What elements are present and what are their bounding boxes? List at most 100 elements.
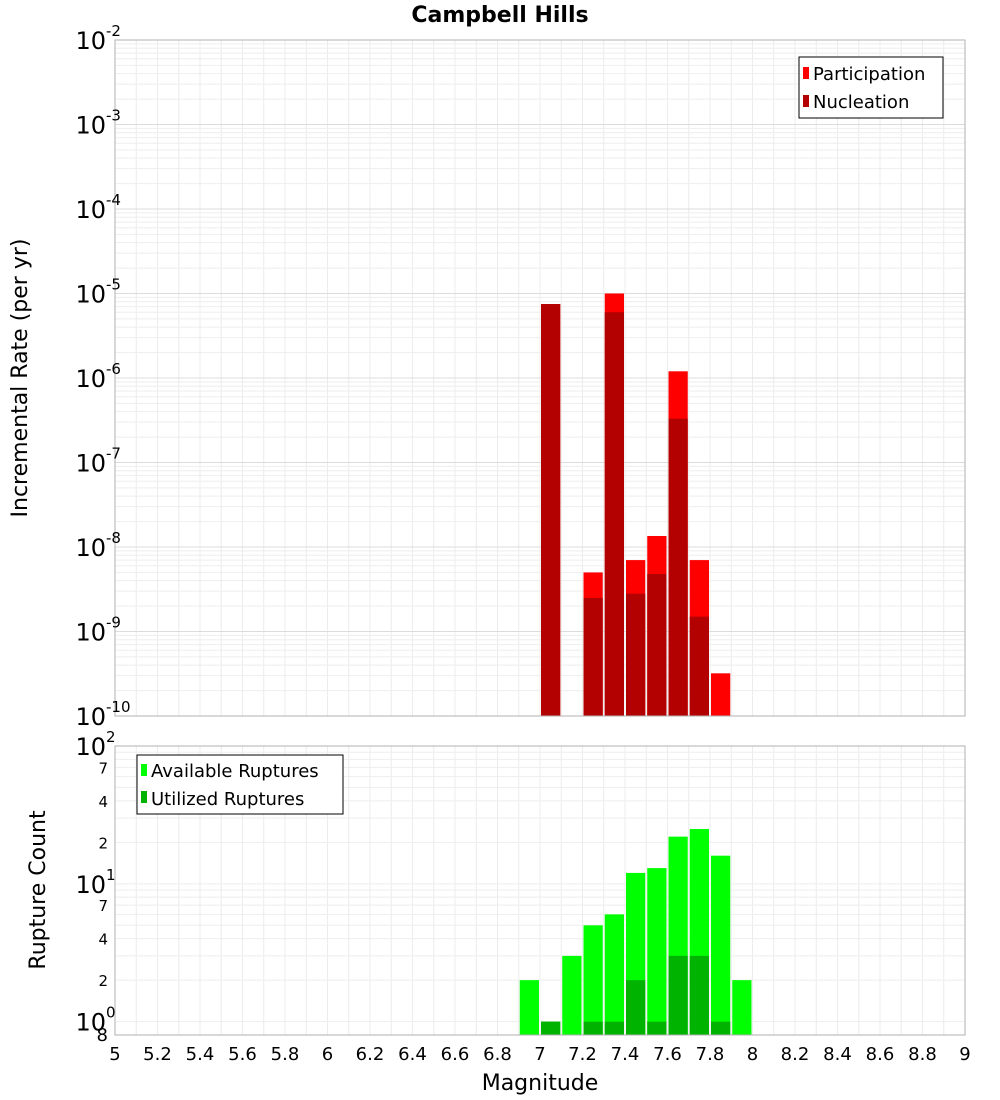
x-tick-label: 6.6 [441, 1044, 470, 1065]
participation-swatch [803, 67, 809, 79]
top-y-tick-exponent: -4 [106, 191, 121, 209]
top-y-tick-exponent: -5 [106, 276, 121, 294]
top-y-tick-base: 10 [75, 534, 106, 562]
legend-utilized-ruptures: Utilized Ruptures [151, 789, 304, 810]
top-y-tick-exponent: -10 [106, 698, 131, 716]
bottom-y-minor-tick-label: 8 [97, 1025, 108, 1046]
x-tick-label: 7.4 [611, 1044, 640, 1065]
top-y-axis-title: Incremental Rate (per yr) [8, 239, 33, 518]
utilized-ruptures-bar [711, 1021, 731, 1035]
nucleation-bar [626, 593, 646, 716]
x-tick-labels: 5 5.2 5.4 5.6 5.8 6 6.2 6.4 6.6 6.8 7 7.2 7.4 7.6 7.8 8… [109, 1044, 970, 1065]
available-ruptures-bar [519, 980, 539, 1035]
top-y-tick-base: 10 [75, 27, 106, 55]
utilized-ruptures-bar [626, 980, 646, 1035]
x-axis-title: Magnitude [482, 1071, 599, 1096]
x-tick-label: 6.2 [356, 1044, 385, 1065]
legend-participation: Participation [813, 64, 925, 85]
available-swatch [141, 764, 147, 776]
utilized-ruptures-bar [541, 1021, 561, 1035]
bottom-y-minor-tick-label: 2 [98, 972, 108, 990]
x-tick-label: 8.6 [866, 1044, 895, 1065]
available-ruptures-bar [583, 925, 603, 1035]
bottom-legend: Available Ruptures Utilized Ruptures [136, 754, 344, 815]
bottom-y-minor-tick-label: 7 [98, 759, 108, 777]
bottom-y-minor-tick-label: 4 [98, 931, 108, 949]
top-y-tick-exponent: -8 [106, 529, 121, 547]
top-bars [541, 293, 731, 716]
legend-nucleation: Nucleation [813, 92, 909, 113]
bottom-y-tick-base: 10 [75, 1009, 106, 1037]
x-tick-label: 7.2 [568, 1044, 597, 1065]
participation-bar [711, 673, 731, 716]
top-y-tick-base: 10 [75, 365, 106, 393]
top-grid [114, 40, 966, 717]
x-tick-label: 5.2 [143, 1044, 172, 1065]
bottom-y-tick-base: 10 [75, 871, 106, 899]
top-y-tick-exponent: -2 [106, 22, 121, 40]
utilized-swatch [141, 791, 147, 803]
utilized-ruptures-bar [668, 955, 688, 1035]
utilized-ruptures-bar [583, 1021, 603, 1035]
x-tick-label: 5 [109, 1044, 120, 1065]
nucleation-bar [647, 573, 667, 716]
available-ruptures-bar [711, 855, 731, 1035]
bottom-y-tick-base: 10 [75, 733, 106, 761]
bottom-legend-box [136, 754, 344, 815]
bottom-y-axis-title: Rupture Count [26, 810, 51, 970]
x-tick-label: 9 [959, 1044, 970, 1065]
x-tick-label: 7.6 [653, 1044, 682, 1065]
nucleation-bar [668, 418, 688, 716]
utilized-ruptures-bar [647, 1021, 667, 1035]
legend-available-ruptures: Available Ruptures [151, 761, 319, 782]
x-tick-label: 8 [747, 1044, 758, 1065]
top-y-tick-base: 10 [75, 703, 106, 731]
x-tick-label: 8.2 [781, 1044, 810, 1065]
x-tick-label: 7.8 [696, 1044, 725, 1065]
top-y-tick-base: 10 [75, 196, 106, 224]
nucleation-swatch [803, 95, 809, 107]
bottom-y-minor-tick-label: 2 [98, 834, 108, 852]
top-plot-border [114, 39, 966, 717]
nucleation-bar [583, 597, 603, 716]
available-ruptures-bar [732, 980, 752, 1035]
x-tick-label: 6.4 [398, 1044, 427, 1065]
top-y-tick-exponent: -3 [106, 107, 121, 125]
top-y-tick-base: 10 [75, 619, 106, 647]
utilized-ruptures-bar [689, 955, 709, 1035]
top-y-tick-base: 10 [75, 112, 106, 140]
nucleation-bar [604, 312, 624, 716]
top-y-tick-exponent: -6 [106, 360, 121, 378]
top-y-tick-exponent: -7 [106, 445, 121, 463]
top-y-tick-exponent: -9 [106, 614, 121, 632]
bottom-y-minor-tick-label: 4 [98, 793, 108, 811]
x-tick-label: 6 [322, 1044, 333, 1065]
chart-title: Campbell Hills [411, 3, 588, 28]
x-tick-label: 5.6 [228, 1044, 257, 1065]
bottom-plot-border [114, 745, 966, 1036]
bottom-y-minor-tick-label: 7 [98, 897, 108, 915]
available-ruptures-bar [562, 955, 582, 1035]
bottom-y-tick-exponent: 2 [106, 728, 116, 746]
x-tick-label: 8.4 [823, 1044, 852, 1065]
available-ruptures-bar [604, 914, 624, 1035]
x-tick-label: 5.4 [186, 1044, 215, 1065]
nucleation-bar [541, 304, 561, 716]
bottom-bars [519, 828, 752, 1035]
bottom-y-tick-exponent: 0 [106, 1004, 116, 1022]
top-legend-box [798, 56, 944, 119]
top-y-tick-base: 10 [75, 450, 106, 478]
available-ruptures-bar [647, 868, 667, 1035]
top-y-tick-base: 10 [75, 281, 106, 309]
x-tick-label: 7 [534, 1044, 545, 1065]
x-tick-label: 6.8 [483, 1044, 512, 1065]
utilized-ruptures-bar [604, 1021, 624, 1035]
x-tick-label: 8.8 [908, 1044, 937, 1065]
bottom-y-tick-exponent: 1 [106, 866, 116, 884]
x-tick-label: 5.8 [271, 1044, 300, 1065]
